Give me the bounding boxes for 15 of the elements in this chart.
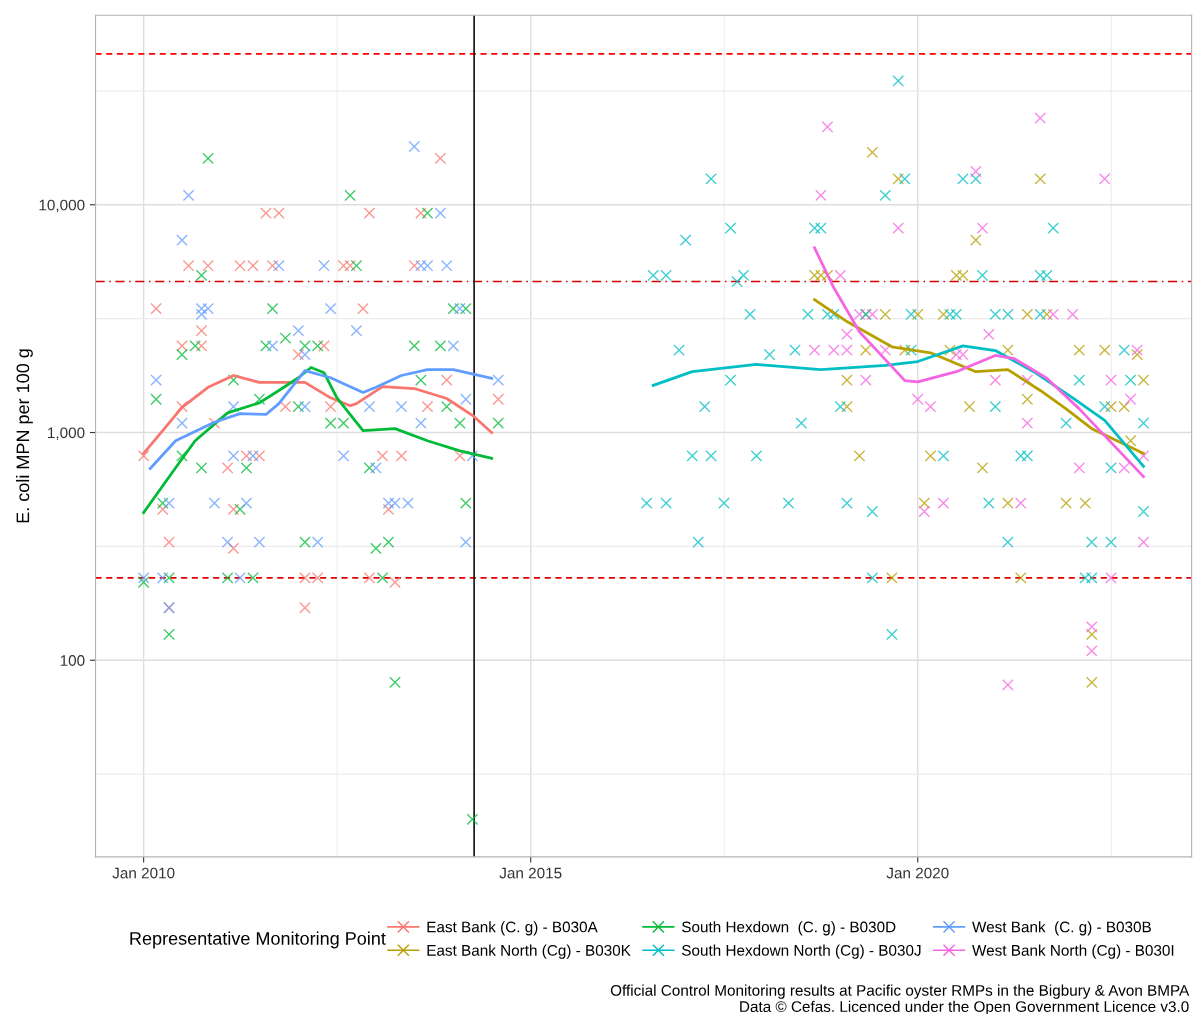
y-axis-title: E. coli MPN per 100 g xyxy=(15,349,33,523)
legend-label: West Bank North (Cg) - B030I xyxy=(972,944,1174,959)
x-tick-label: Jan 2020 xyxy=(886,867,949,879)
x-tick-label: Jan 2010 xyxy=(112,867,175,879)
y-tick-label: 1,000 xyxy=(48,427,85,441)
legend-label: West Bank (C. g) - B030B xyxy=(972,921,1151,936)
x-tick-label: Jan 2015 xyxy=(499,867,562,879)
text: Official Control Monitoring results at Pacific oyster RMPs in the Bigbury & Avon BMPA xyxy=(610,984,1190,999)
legend-title: Representative Monitoring Point xyxy=(130,931,386,949)
legend-label: South Hexdown (C. g) - B030D xyxy=(681,921,896,936)
legend-label: South Hexdown North (Cg) - B030J xyxy=(681,944,921,959)
y-tick-label: 100 xyxy=(60,655,85,666)
y-tick-label: 10,000 xyxy=(39,199,85,213)
legend-label: East Bank (C. g) - B030A xyxy=(427,921,598,936)
legend-label: East Bank North (Cg) - B030K xyxy=(427,944,631,959)
